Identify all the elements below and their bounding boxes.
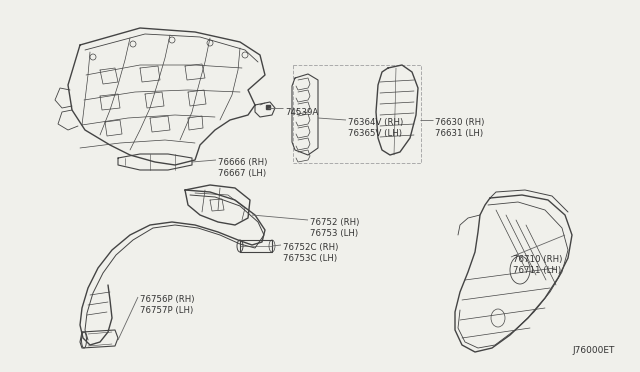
Text: 76752C (RH)
76753C (LH): 76752C (RH) 76753C (LH) [283, 243, 339, 263]
Text: 76666 (RH)
76667 (LH): 76666 (RH) 76667 (LH) [218, 158, 268, 178]
Text: 76752 (RH)
76753 (LH): 76752 (RH) 76753 (LH) [310, 218, 360, 238]
Text: 76630 (RH)
76631 (LH): 76630 (RH) 76631 (LH) [435, 118, 484, 138]
Text: 76710 (RH)
76711 (LH): 76710 (RH) 76711 (LH) [513, 255, 563, 275]
Text: 76364V (RH)
76365V (LH): 76364V (RH) 76365V (LH) [348, 118, 403, 138]
Text: 76756P (RH)
76757P (LH): 76756P (RH) 76757P (LH) [140, 295, 195, 315]
Bar [293, 65, 421, 163]
Text: 74539A: 74539A [285, 108, 318, 117]
Text: J76000ET: J76000ET [573, 346, 615, 355]
